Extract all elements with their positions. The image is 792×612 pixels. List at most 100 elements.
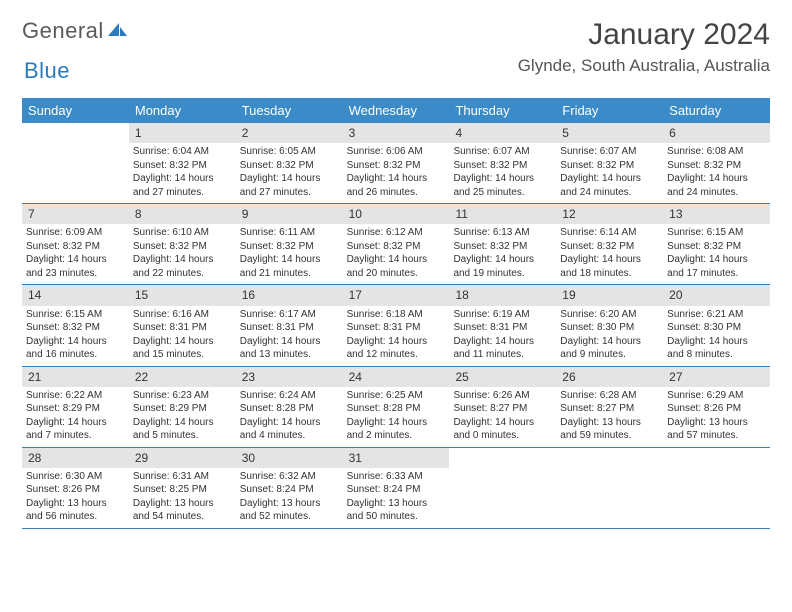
day-header-tue: Tuesday bbox=[236, 98, 343, 123]
day-header-fri: Friday bbox=[556, 98, 663, 123]
day-details: Sunrise: 6:08 AMSunset: 8:32 PMDaylight:… bbox=[663, 143, 770, 203]
day-details: Sunrise: 6:21 AMSunset: 8:30 PMDaylight:… bbox=[663, 306, 770, 366]
day-number: 24 bbox=[343, 367, 450, 387]
calendar-cell: 28Sunrise: 6:30 AMSunset: 8:26 PMDayligh… bbox=[22, 448, 129, 528]
day-header-wed: Wednesday bbox=[343, 98, 450, 123]
day-number: 25 bbox=[449, 367, 556, 387]
day-details: Sunrise: 6:09 AMSunset: 8:32 PMDaylight:… bbox=[22, 224, 129, 284]
day-details: Sunrise: 6:20 AMSunset: 8:30 PMDaylight:… bbox=[556, 306, 663, 366]
calendar-week: 7Sunrise: 6:09 AMSunset: 8:32 PMDaylight… bbox=[22, 204, 770, 285]
calendar-cell-empty bbox=[22, 123, 129, 203]
calendar-cell: 4Sunrise: 6:07 AMSunset: 8:32 PMDaylight… bbox=[449, 123, 556, 203]
calendar-cell: 5Sunrise: 6:07 AMSunset: 8:32 PMDaylight… bbox=[556, 123, 663, 203]
day-header-sat: Saturday bbox=[663, 98, 770, 123]
day-number: 22 bbox=[129, 367, 236, 387]
day-details: Sunrise: 6:33 AMSunset: 8:24 PMDaylight:… bbox=[343, 468, 450, 528]
calendar-cell: 1Sunrise: 6:04 AMSunset: 8:32 PMDaylight… bbox=[129, 123, 236, 203]
calendar-cell: 8Sunrise: 6:10 AMSunset: 8:32 PMDaylight… bbox=[129, 204, 236, 284]
day-header-sun: Sunday bbox=[22, 98, 129, 123]
calendar-cell: 11Sunrise: 6:13 AMSunset: 8:32 PMDayligh… bbox=[449, 204, 556, 284]
day-number: 29 bbox=[129, 448, 236, 468]
calendar-cell: 17Sunrise: 6:18 AMSunset: 8:31 PMDayligh… bbox=[343, 285, 450, 365]
day-number: 28 bbox=[22, 448, 129, 468]
day-details: Sunrise: 6:22 AMSunset: 8:29 PMDaylight:… bbox=[22, 387, 129, 447]
day-details: Sunrise: 6:15 AMSunset: 8:32 PMDaylight:… bbox=[22, 306, 129, 366]
day-details: Sunrise: 6:05 AMSunset: 8:32 PMDaylight:… bbox=[236, 143, 343, 203]
day-number: 1 bbox=[129, 123, 236, 143]
day-number: 9 bbox=[236, 204, 343, 224]
day-number: 4 bbox=[449, 123, 556, 143]
day-number: 2 bbox=[236, 123, 343, 143]
day-details: Sunrise: 6:31 AMSunset: 8:25 PMDaylight:… bbox=[129, 468, 236, 528]
day-details: Sunrise: 6:29 AMSunset: 8:26 PMDaylight:… bbox=[663, 387, 770, 447]
day-number: 19 bbox=[556, 285, 663, 305]
day-details: Sunrise: 6:11 AMSunset: 8:32 PMDaylight:… bbox=[236, 224, 343, 284]
day-number: 13 bbox=[663, 204, 770, 224]
day-details: Sunrise: 6:15 AMSunset: 8:32 PMDaylight:… bbox=[663, 224, 770, 284]
day-number: 26 bbox=[556, 367, 663, 387]
calendar-cell: 22Sunrise: 6:23 AMSunset: 8:29 PMDayligh… bbox=[129, 367, 236, 447]
calendar-cell: 12Sunrise: 6:14 AMSunset: 8:32 PMDayligh… bbox=[556, 204, 663, 284]
logo-text-1: General bbox=[22, 18, 104, 44]
day-number: 12 bbox=[556, 204, 663, 224]
calendar-cell: 14Sunrise: 6:15 AMSunset: 8:32 PMDayligh… bbox=[22, 285, 129, 365]
calendar-cell: 30Sunrise: 6:32 AMSunset: 8:24 PMDayligh… bbox=[236, 448, 343, 528]
day-number: 27 bbox=[663, 367, 770, 387]
day-number: 11 bbox=[449, 204, 556, 224]
day-number: 23 bbox=[236, 367, 343, 387]
day-number: 14 bbox=[22, 285, 129, 305]
calendar-cell: 10Sunrise: 6:12 AMSunset: 8:32 PMDayligh… bbox=[343, 204, 450, 284]
day-number: 20 bbox=[663, 285, 770, 305]
day-header-thu: Thursday bbox=[449, 98, 556, 123]
logo-sail-icon bbox=[107, 22, 129, 40]
calendar: Sunday Monday Tuesday Wednesday Thursday… bbox=[22, 98, 770, 529]
day-number: 30 bbox=[236, 448, 343, 468]
day-details: Sunrise: 6:28 AMSunset: 8:27 PMDaylight:… bbox=[556, 387, 663, 447]
day-number: 3 bbox=[343, 123, 450, 143]
calendar-cell: 26Sunrise: 6:28 AMSunset: 8:27 PMDayligh… bbox=[556, 367, 663, 447]
day-details: Sunrise: 6:23 AMSunset: 8:29 PMDaylight:… bbox=[129, 387, 236, 447]
day-details: Sunrise: 6:30 AMSunset: 8:26 PMDaylight:… bbox=[22, 468, 129, 528]
calendar-cell-empty bbox=[449, 448, 556, 528]
day-details: Sunrise: 6:19 AMSunset: 8:31 PMDaylight:… bbox=[449, 306, 556, 366]
calendar-week: 21Sunrise: 6:22 AMSunset: 8:29 PMDayligh… bbox=[22, 367, 770, 448]
day-details: Sunrise: 6:10 AMSunset: 8:32 PMDaylight:… bbox=[129, 224, 236, 284]
day-header-mon: Monday bbox=[129, 98, 236, 123]
calendar-week: 28Sunrise: 6:30 AMSunset: 8:26 PMDayligh… bbox=[22, 448, 770, 529]
logo-text-2: Blue bbox=[24, 58, 70, 84]
day-details: Sunrise: 6:25 AMSunset: 8:28 PMDaylight:… bbox=[343, 387, 450, 447]
calendar-cell: 13Sunrise: 6:15 AMSunset: 8:32 PMDayligh… bbox=[663, 204, 770, 284]
calendar-cell: 3Sunrise: 6:06 AMSunset: 8:32 PMDaylight… bbox=[343, 123, 450, 203]
day-details: Sunrise: 6:18 AMSunset: 8:31 PMDaylight:… bbox=[343, 306, 450, 366]
calendar-cell-empty bbox=[663, 448, 770, 528]
day-number: 5 bbox=[556, 123, 663, 143]
calendar-cell: 25Sunrise: 6:26 AMSunset: 8:27 PMDayligh… bbox=[449, 367, 556, 447]
calendar-cell: 2Sunrise: 6:05 AMSunset: 8:32 PMDaylight… bbox=[236, 123, 343, 203]
location-subtitle: Glynde, South Australia, Australia bbox=[518, 56, 770, 76]
day-number: 16 bbox=[236, 285, 343, 305]
day-number: 31 bbox=[343, 448, 450, 468]
day-number: 15 bbox=[129, 285, 236, 305]
calendar-cell: 19Sunrise: 6:20 AMSunset: 8:30 PMDayligh… bbox=[556, 285, 663, 365]
day-number: 6 bbox=[663, 123, 770, 143]
day-details: Sunrise: 6:32 AMSunset: 8:24 PMDaylight:… bbox=[236, 468, 343, 528]
day-details: Sunrise: 6:17 AMSunset: 8:31 PMDaylight:… bbox=[236, 306, 343, 366]
day-number: 8 bbox=[129, 204, 236, 224]
month-title: January 2024 bbox=[518, 18, 770, 52]
day-details: Sunrise: 6:06 AMSunset: 8:32 PMDaylight:… bbox=[343, 143, 450, 203]
day-details: Sunrise: 6:24 AMSunset: 8:28 PMDaylight:… bbox=[236, 387, 343, 447]
calendar-cell: 7Sunrise: 6:09 AMSunset: 8:32 PMDaylight… bbox=[22, 204, 129, 284]
calendar-cell: 6Sunrise: 6:08 AMSunset: 8:32 PMDaylight… bbox=[663, 123, 770, 203]
calendar-cell: 9Sunrise: 6:11 AMSunset: 8:32 PMDaylight… bbox=[236, 204, 343, 284]
calendar-week: 14Sunrise: 6:15 AMSunset: 8:32 PMDayligh… bbox=[22, 285, 770, 366]
day-number: 18 bbox=[449, 285, 556, 305]
calendar-cell: 16Sunrise: 6:17 AMSunset: 8:31 PMDayligh… bbox=[236, 285, 343, 365]
day-number: 10 bbox=[343, 204, 450, 224]
calendar-week: 1Sunrise: 6:04 AMSunset: 8:32 PMDaylight… bbox=[22, 123, 770, 204]
calendar-cell: 24Sunrise: 6:25 AMSunset: 8:28 PMDayligh… bbox=[343, 367, 450, 447]
day-details: Sunrise: 6:07 AMSunset: 8:32 PMDaylight:… bbox=[556, 143, 663, 203]
calendar-cell: 15Sunrise: 6:16 AMSunset: 8:31 PMDayligh… bbox=[129, 285, 236, 365]
calendar-cell: 18Sunrise: 6:19 AMSunset: 8:31 PMDayligh… bbox=[449, 285, 556, 365]
day-header-row: Sunday Monday Tuesday Wednesday Thursday… bbox=[22, 98, 770, 123]
calendar-cell: 27Sunrise: 6:29 AMSunset: 8:26 PMDayligh… bbox=[663, 367, 770, 447]
